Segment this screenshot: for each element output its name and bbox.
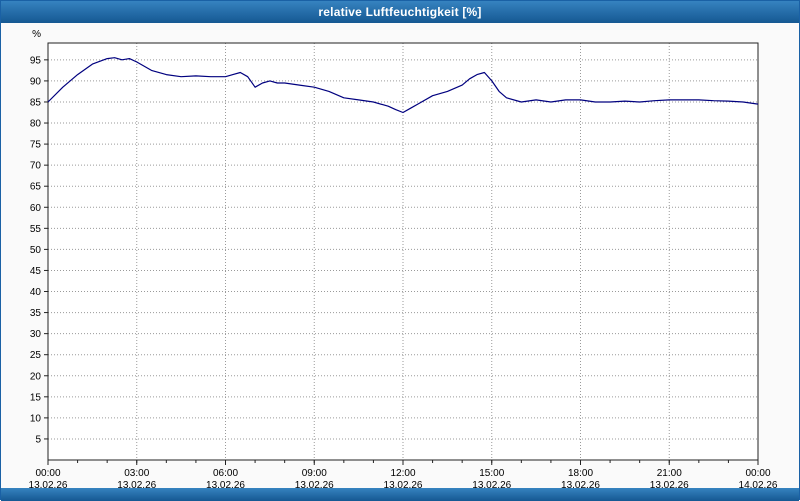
- x-tick-time-label: 06:00: [213, 468, 238, 479]
- y-tick-label: 25: [30, 350, 42, 361]
- y-tick-label: 70: [30, 161, 42, 172]
- x-tick-date-label: 13.02.26: [29, 480, 68, 488]
- x-tick-date-label: 13.02.26: [295, 480, 334, 488]
- y-tick-label: 75: [30, 140, 42, 151]
- x-tick-date-label: 13.02.26: [384, 480, 423, 488]
- x-tick-date-label: 13.02.26: [472, 480, 511, 488]
- y-tick-label: 45: [30, 266, 42, 277]
- x-tick-time-label: 03:00: [124, 468, 149, 479]
- x-tick-date-label: 14.02.26: [739, 480, 778, 488]
- x-tick-time-label: 00:00: [35, 468, 60, 479]
- y-tick-label: 30: [30, 329, 42, 340]
- x-tick-time-label: 15:00: [479, 468, 504, 479]
- x-tick-time-label: 18:00: [568, 468, 593, 479]
- y-axis-unit-label: %: [32, 29, 41, 40]
- y-tick-label: 65: [30, 182, 42, 193]
- y-tick-label: 5: [35, 434, 41, 445]
- x-tick-time-label: 09:00: [302, 468, 327, 479]
- y-tick-label: 20: [30, 371, 42, 382]
- y-tick-label: 80: [30, 119, 42, 130]
- x-tick-date-label: 13.02.26: [206, 480, 245, 488]
- y-tick-label: 85: [30, 97, 42, 108]
- y-tick-label: 40: [30, 287, 42, 298]
- x-tick-date-label: 13.02.26: [650, 480, 689, 488]
- plot-area: 5 10 15 20 25 30 35 40 45 50 55 60 65 70 75 80 85 90 95 00:…: [1, 23, 799, 488]
- window-titlebar[interactable]: relative Luftfeuchtigkeit [%]: [1, 1, 799, 23]
- humidity-line-chart: 5 10 15 20 25 30 35 40 45 50 55 60 65 70 75 80 85 90 95 00:…: [29, 29, 778, 488]
- y-tick-label: 15: [30, 392, 42, 403]
- window-bottom-bar: [1, 488, 799, 501]
- humidity-series-line: [47, 57, 759, 114]
- x-tick-time-label: 00:00: [745, 468, 770, 479]
- x-tick-date-label: 13.02.26: [117, 480, 156, 488]
- y-tick-label: 90: [30, 76, 42, 87]
- y-tick-label: 55: [30, 224, 42, 235]
- x-tick-time-label: 12:00: [390, 468, 415, 479]
- y-tick-label: 95: [30, 55, 42, 66]
- x-tick-date-label: 13.02.26: [561, 480, 600, 488]
- y-tick-label: 60: [30, 203, 42, 214]
- y-tick-label: 35: [30, 308, 42, 319]
- plot-frame: [47, 42, 759, 461]
- window-title: relative Luftfeuchtigkeit [%]: [318, 5, 482, 19]
- y-tick-label: 10: [30, 413, 42, 424]
- y-tick-label: 50: [30, 245, 42, 256]
- x-tick-time-label: 21:00: [657, 468, 682, 479]
